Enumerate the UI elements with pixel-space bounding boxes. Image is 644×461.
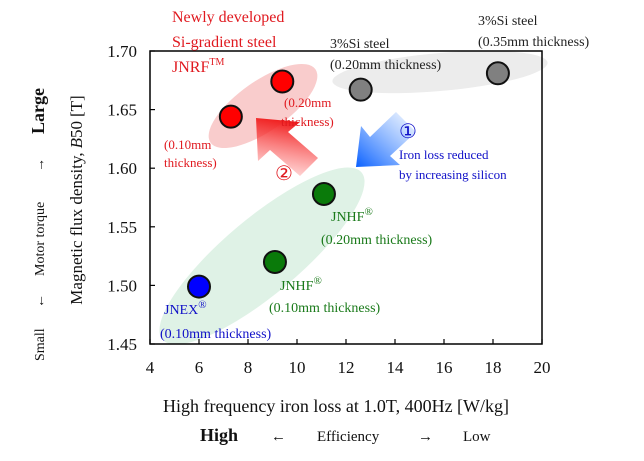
data-point bbox=[262, 249, 287, 274]
x-tick-label: 6 bbox=[195, 358, 204, 377]
jnrf-title-line3: JNRFTM bbox=[172, 57, 224, 76]
y-tick-label: 1.65 bbox=[107, 101, 137, 120]
y-side-arrow-right: → bbox=[33, 158, 48, 172]
y-axis-label: Magnetic flux density,B50[T] bbox=[67, 95, 86, 304]
x-tick-label: 12 bbox=[338, 358, 355, 377]
jnex-label-line2: (0.10mm thickness) bbox=[160, 327, 272, 342]
y-tick-label: 1.55 bbox=[107, 218, 137, 237]
x-tick-label: 16 bbox=[436, 358, 453, 377]
si-035-label-line2: (0.35mm thickness) bbox=[478, 35, 590, 50]
x-side-efficiency: Efficiency bbox=[317, 429, 380, 445]
arrow-2-number: ② bbox=[275, 163, 293, 185]
jnhf-020-label-line2: (0.20mm thickness) bbox=[321, 233, 433, 248]
y-side-arrow-left: ← bbox=[33, 294, 48, 308]
data-point bbox=[348, 77, 373, 102]
data-point bbox=[485, 61, 510, 86]
jnrf-title-line2: Si-gradient steel bbox=[172, 34, 277, 51]
data-point bbox=[270, 69, 295, 94]
x-side-label: High ← Efficiency → Low bbox=[200, 425, 491, 445]
x-tick-label: 4 bbox=[146, 358, 155, 377]
arrow-1-text-line1: Iron loss reduced bbox=[399, 147, 489, 162]
si-035-label-line1: 3%Si steel bbox=[478, 14, 538, 29]
x-tick-label: 10 bbox=[289, 358, 306, 377]
y-side-motor-torque: Motor torque bbox=[33, 202, 48, 276]
x-tick-label: 8 bbox=[244, 358, 253, 377]
arrow-2-red bbox=[256, 118, 318, 176]
jnrf-010-label-line1: (0.10mm bbox=[164, 137, 211, 152]
y-side-large: Large bbox=[28, 88, 48, 134]
jnrf-020-label-line1: (0.20mm bbox=[284, 95, 331, 110]
y-tick-label: 1.70 bbox=[107, 42, 137, 61]
y-tick-label: 1.50 bbox=[107, 276, 137, 295]
data-point bbox=[218, 104, 243, 129]
jnhf-010-label-line1: JNHF® bbox=[280, 275, 322, 294]
y-side-label: Small ← Motor torque → Large bbox=[28, 88, 48, 361]
data-point bbox=[187, 274, 211, 299]
jnhf-010-label-line2: (0.10mm thickness) bbox=[269, 301, 381, 316]
y-tick-label: 1.60 bbox=[107, 159, 137, 178]
jnrf-010-label-line2: thickness) bbox=[164, 155, 217, 170]
si-020-label-line1: 3%Si steel bbox=[330, 37, 390, 52]
arrow-1-text-line2: by increasing silicon bbox=[399, 167, 507, 182]
si-020-label-line2: (0.20mm thickness) bbox=[330, 58, 442, 73]
x-side-arrow-right: → bbox=[418, 429, 433, 445]
svg-text:Magnetic flux density,B50[T]: Magnetic flux density,B50[T] bbox=[67, 95, 86, 304]
x-side-high: High bbox=[200, 425, 238, 445]
x-tick-label: 18 bbox=[485, 358, 502, 377]
y-side-small: Small bbox=[33, 328, 48, 361]
x-axis-label: High frequency iron loss at 1.0T, 400Hz … bbox=[163, 396, 509, 416]
y-tick-label: 1.45 bbox=[107, 335, 137, 354]
jnex-label-line1: JNEX® bbox=[164, 299, 207, 318]
jnrf-020-label-line2: thickness) bbox=[281, 114, 334, 129]
x-side-low: Low bbox=[463, 429, 491, 445]
jnhf-highlight-ellipse bbox=[159, 167, 365, 345]
x-tick-label: 20 bbox=[534, 358, 551, 377]
jnhf-020-label-line1: JNHF® bbox=[331, 206, 373, 225]
data-point bbox=[311, 181, 336, 206]
x-tick-label: 14 bbox=[387, 358, 405, 377]
x-side-arrow-left: ← bbox=[271, 429, 286, 445]
arrow-1-number: ① bbox=[399, 121, 417, 143]
jnrf-title-line1: Newly developed bbox=[172, 9, 284, 26]
arrow-1-blue bbox=[356, 112, 416, 167]
